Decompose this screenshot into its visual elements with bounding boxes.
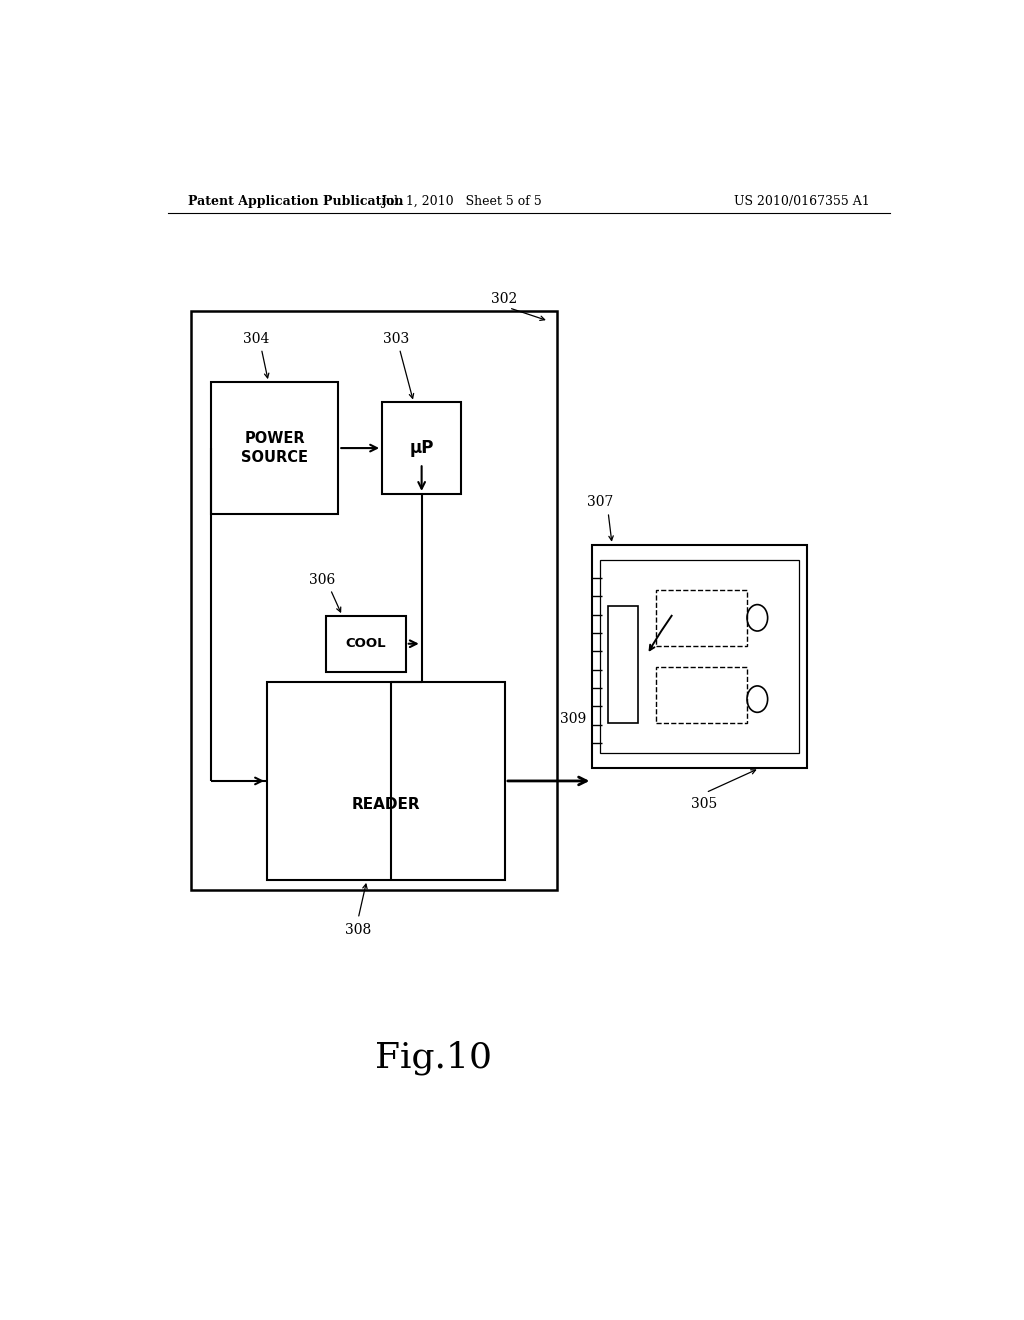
Text: 303: 303 bbox=[383, 333, 410, 346]
Bar bbox=[211, 381, 338, 515]
Bar bbox=[267, 682, 505, 880]
Bar bbox=[592, 545, 807, 768]
Bar bbox=[327, 615, 406, 672]
Text: POWER
SOURCE: POWER SOURCE bbox=[242, 430, 308, 466]
Text: READER: READER bbox=[351, 797, 420, 812]
Text: Fig.10: Fig.10 bbox=[375, 1040, 493, 1076]
Bar bbox=[382, 403, 461, 494]
Text: 302: 302 bbox=[492, 292, 518, 306]
Text: μP: μP bbox=[410, 440, 434, 457]
Bar bbox=[655, 590, 748, 647]
Text: 304: 304 bbox=[244, 333, 269, 346]
Bar bbox=[655, 667, 748, 722]
Text: COOL: COOL bbox=[346, 638, 386, 651]
Text: Jul. 1, 2010   Sheet 5 of 5: Jul. 1, 2010 Sheet 5 of 5 bbox=[381, 194, 542, 207]
Text: 300: 300 bbox=[676, 597, 701, 611]
Bar bbox=[600, 560, 799, 752]
Text: US 2010/0167355 A1: US 2010/0167355 A1 bbox=[734, 194, 870, 207]
Bar bbox=[191, 312, 557, 890]
Text: Patent Application Publication: Patent Application Publication bbox=[187, 194, 403, 207]
Text: 309: 309 bbox=[560, 713, 587, 726]
Bar bbox=[608, 606, 638, 722]
Text: 307: 307 bbox=[587, 495, 613, 510]
Text: 308: 308 bbox=[345, 923, 372, 937]
Text: 306: 306 bbox=[309, 573, 336, 587]
Text: 305: 305 bbox=[691, 797, 718, 810]
